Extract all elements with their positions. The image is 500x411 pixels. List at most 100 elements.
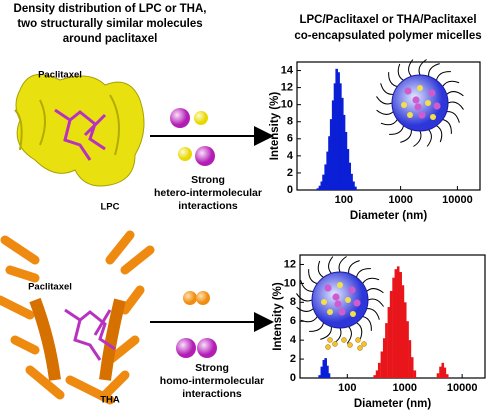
bar <box>377 362 381 378</box>
micelle-tail <box>397 63 404 81</box>
drug-label: Paclitaxel <box>38 70 82 81</box>
micelle-tail <box>388 72 398 88</box>
y-tick-label: 10 <box>284 277 296 289</box>
micelle-cargo <box>407 112 413 118</box>
bar <box>354 186 357 190</box>
micelle-cargo <box>321 299 327 305</box>
bar <box>399 272 402 378</box>
x-tick-label: 100 <box>335 194 353 206</box>
aggregate-dot <box>357 345 363 351</box>
y-tick-label: 12 <box>284 258 296 270</box>
micelle <box>296 256 384 351</box>
bar <box>348 162 351 190</box>
bar <box>337 72 340 190</box>
bar <box>322 360 326 378</box>
micelle-tail <box>300 280 314 292</box>
plot-frame <box>296 61 481 191</box>
bar <box>333 83 337 190</box>
left-title: two structurally similar molecules <box>17 18 202 30</box>
bar <box>344 131 348 190</box>
y-tick-label: 6 <box>290 315 296 327</box>
y-axis-label: Intensity (%) <box>272 282 284 351</box>
micelle-tail <box>389 125 405 135</box>
micelle-cargo <box>348 286 356 294</box>
x-tick-label: 100 <box>338 382 356 394</box>
bar <box>320 366 324 378</box>
interaction-label: Strong <box>191 174 225 186</box>
micelle-cargo <box>430 114 436 120</box>
y-tick-label: 4 <box>290 334 297 346</box>
micelle-tail <box>320 326 332 340</box>
y-tick-label: 12 <box>281 82 293 94</box>
bar <box>342 114 346 190</box>
bar <box>326 151 329 190</box>
micelle-tail <box>366 308 380 320</box>
right-title: co-encapsulated polymer micelles <box>294 30 481 42</box>
bar <box>394 269 398 378</box>
y-tick-label: 6 <box>287 133 293 145</box>
micelle-tail <box>436 125 443 143</box>
micelle-tail <box>362 277 380 284</box>
bar <box>375 370 379 378</box>
micelle-tail <box>376 96 393 105</box>
interaction-label: Strong <box>195 362 229 374</box>
micelle-tail <box>356 322 363 340</box>
bar <box>382 338 386 378</box>
bar <box>413 370 417 378</box>
interaction-label: interactions <box>178 200 238 212</box>
bar <box>443 367 447 378</box>
bar <box>373 375 377 378</box>
aggregate-dot <box>332 341 338 347</box>
top-density-map: Paclitaxel LPC <box>14 70 145 213</box>
bar <box>350 173 353 190</box>
micelle-tail <box>308 269 318 285</box>
bar <box>387 307 391 378</box>
y-tick-label: 2 <box>287 167 293 179</box>
aggregate-dot <box>361 341 367 347</box>
micelle-tail <box>447 101 464 110</box>
micelle-tail <box>380 83 394 95</box>
micelle-cargo <box>353 299 361 307</box>
micelle-tail <box>338 256 347 273</box>
micelle-cargo <box>324 284 332 292</box>
micelle-cargo <box>345 297 351 303</box>
y-tick-label: 8 <box>287 116 293 128</box>
bar <box>392 277 395 378</box>
bar <box>328 136 331 190</box>
top-interaction: Strong hetero-intermolecular interaction… <box>150 108 274 212</box>
micelle-cargo <box>401 102 407 108</box>
bar <box>316 188 320 190</box>
aggregate-dot <box>327 337 333 343</box>
micelle-cargo <box>425 100 431 106</box>
micelle-cargo <box>428 89 436 97</box>
micelle-tail <box>418 59 427 76</box>
micelle-cargo <box>350 311 356 317</box>
micelle-tail <box>346 326 352 344</box>
micelle-tail <box>428 63 440 77</box>
bar <box>406 321 409 378</box>
lipid-label: THA <box>100 395 120 406</box>
bottom-density-map: Paclitaxel THA <box>0 230 155 406</box>
aggregate-dot <box>325 344 331 350</box>
micelle-tail <box>413 130 422 147</box>
micelle-tail <box>435 71 451 81</box>
aggregate-dot <box>347 342 353 348</box>
bar <box>396 266 400 378</box>
micelle-tail <box>400 129 412 143</box>
micelle-cargo <box>414 103 422 111</box>
micelle-tail <box>376 109 394 115</box>
bar <box>439 366 442 378</box>
micelle-core <box>311 271 369 329</box>
micelle-tail <box>317 260 324 278</box>
micelle-cargo <box>418 111 426 119</box>
micelle-cargo <box>338 308 346 316</box>
bar <box>340 97 344 190</box>
micelle-cargo <box>404 87 412 95</box>
micelle-tail <box>426 129 432 147</box>
micelle <box>376 59 464 147</box>
micelle-core <box>391 74 449 132</box>
micelle-tail <box>408 59 414 77</box>
bar <box>410 357 414 378</box>
x-axis-label: Diameter (nm) <box>354 398 431 410</box>
micelle-tail <box>442 118 452 134</box>
